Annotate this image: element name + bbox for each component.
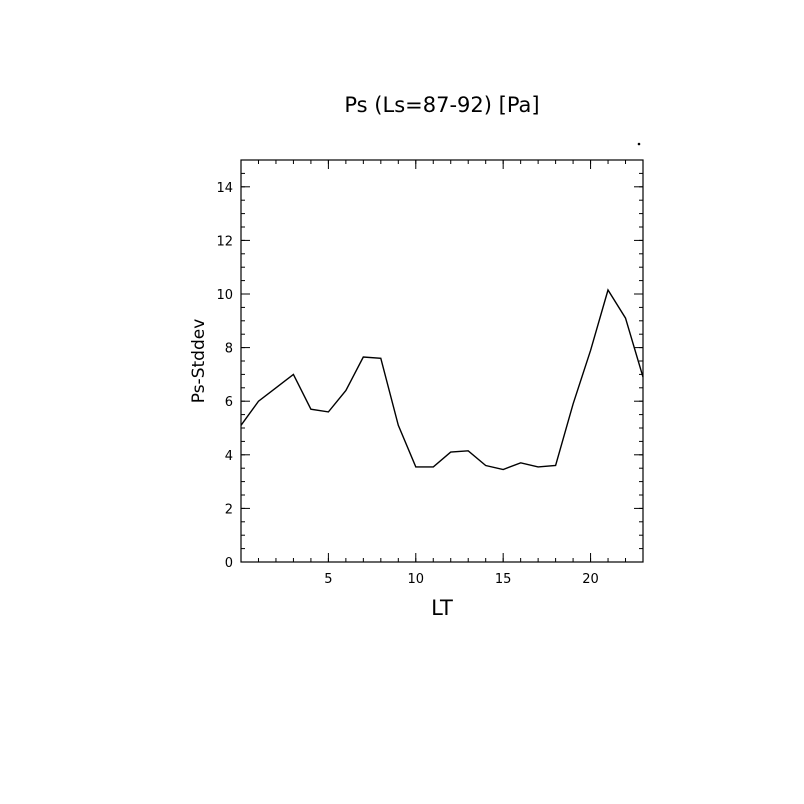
y-tick-label: 8 xyxy=(225,342,233,357)
y-axis-ticks: 0 2 4 6 8 10 12 14 xyxy=(216,181,643,571)
minor-ticks xyxy=(240,159,644,563)
x-tick-label: 10 xyxy=(408,572,425,587)
y-tick-label: 10 xyxy=(216,288,233,303)
y-tick-label: 6 xyxy=(225,395,233,410)
y-tick-label: 4 xyxy=(225,449,233,464)
corner-dot xyxy=(637,142,641,146)
x-axis-ticks: 5 10 15 20 xyxy=(324,160,599,587)
x-tick-label: 15 xyxy=(495,572,512,587)
plot-frame xyxy=(240,159,644,563)
chart-title: Ps (Ls=87-92) [Pa] xyxy=(344,93,539,117)
x-axis-label: LT xyxy=(431,596,453,620)
y-tick-label: 12 xyxy=(216,234,233,249)
y-tick-label: 2 xyxy=(225,502,233,517)
y-tick-label: 14 xyxy=(216,181,233,196)
x-tick-label: 5 xyxy=(324,572,332,587)
series-group xyxy=(240,288,644,471)
plot-area xyxy=(240,159,644,563)
series-line-1 xyxy=(240,288,644,471)
y-tick-label: 0 xyxy=(225,556,233,571)
x-tick-label: 20 xyxy=(582,572,599,587)
y-axis-label: Ps-Stddev xyxy=(189,319,209,404)
